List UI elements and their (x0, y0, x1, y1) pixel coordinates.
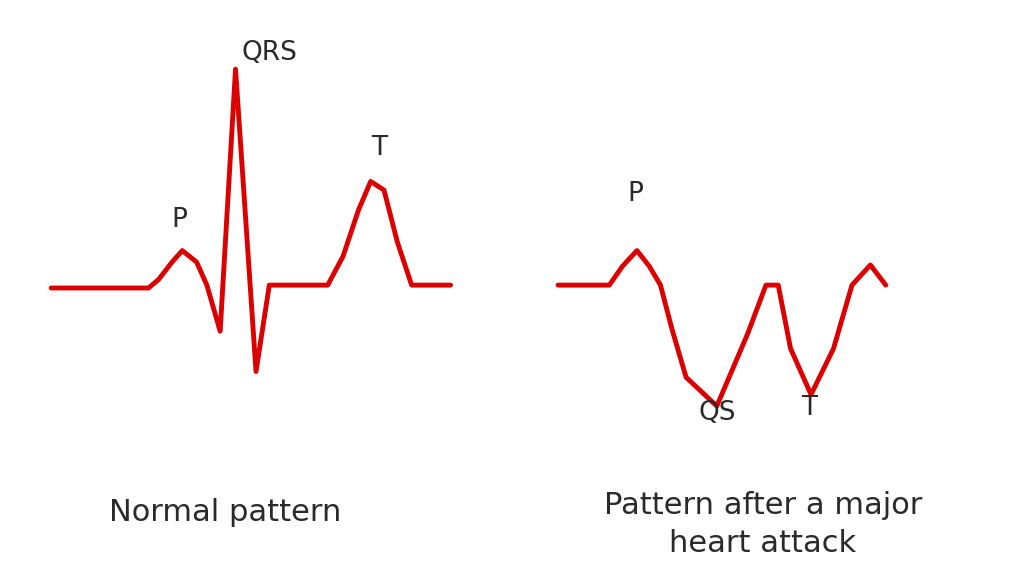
Text: P: P (171, 207, 187, 233)
Text: QRS: QRS (242, 40, 297, 66)
Text: QS: QS (698, 400, 735, 426)
Text: T: T (371, 135, 387, 161)
Text: T: T (801, 395, 817, 420)
Text: Pattern after a major
heart attack: Pattern after a major heart attack (604, 491, 922, 558)
Text: P: P (627, 181, 643, 207)
Text: Normal pattern: Normal pattern (110, 498, 341, 527)
